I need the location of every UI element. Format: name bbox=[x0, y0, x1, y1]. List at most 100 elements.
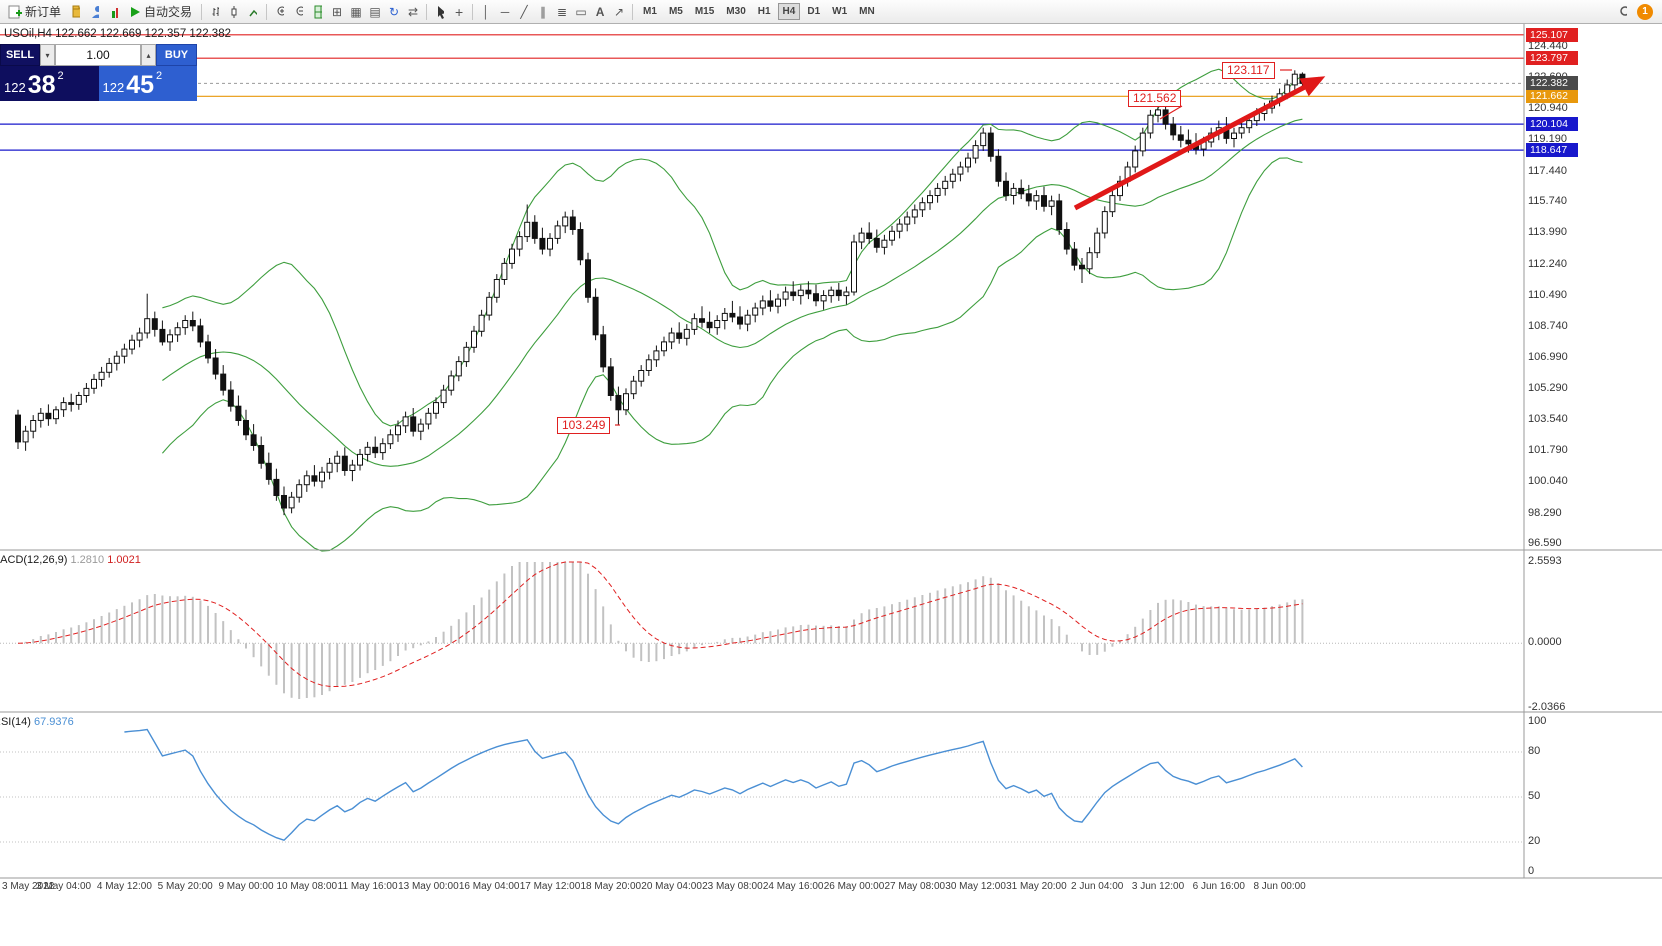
volume-decrease-button[interactable]: ▾ bbox=[40, 44, 55, 66]
price-axis-tick: 101.790 bbox=[1528, 444, 1568, 456]
new-chart-button[interactable]: ▤ bbox=[366, 2, 384, 22]
rsi-name: RSI(14) bbox=[0, 716, 31, 728]
chevron-down-icon: ▾ bbox=[45, 50, 50, 60]
cursor-icon bbox=[438, 5, 445, 19]
volume-increase-button[interactable]: ▴ bbox=[141, 44, 156, 66]
macd-axis-label: -2.0366 bbox=[1528, 701, 1566, 713]
chart-ohlc-header: USOil,H4 122.662 122.669 122.357 122.382 bbox=[4, 28, 231, 40]
toolbar-separator bbox=[426, 3, 428, 20]
zoom-in-button[interactable] bbox=[271, 2, 289, 22]
shapes-button[interactable]: ▭ bbox=[572, 2, 590, 22]
level-price-box: 120.104 bbox=[1526, 117, 1578, 132]
candlestick-icon bbox=[231, 5, 237, 18]
sell-price-display[interactable]: 122 38 2 bbox=[0, 66, 99, 101]
arrange-windows-button[interactable]: ▦ bbox=[347, 2, 365, 22]
channel-button[interactable]: ∥ bbox=[534, 2, 552, 22]
price-annotation[interactable]: 121.562 bbox=[1128, 90, 1182, 108]
price-axis-tick: 115.740 bbox=[1528, 195, 1567, 207]
auto-trading-button[interactable]: 自动交易 bbox=[124, 2, 197, 22]
tab-timeframe-w1[interactable]: W1 bbox=[827, 3, 852, 20]
macd-layer bbox=[0, 561, 1524, 699]
toolbar-separator bbox=[266, 3, 268, 20]
level-price-box: 123.797 bbox=[1526, 51, 1578, 66]
time-axis-label: 6 Jun 16:00 bbox=[1192, 881, 1245, 892]
chart-shift-icon: ⇄ bbox=[408, 4, 419, 19]
sell-price-sup: 2 bbox=[57, 70, 64, 82]
time-axis-label: 30 May 12:00 bbox=[945, 881, 1006, 892]
tab-timeframe-m15[interactable]: M15 bbox=[690, 3, 719, 20]
crosshair-button[interactable]: + bbox=[450, 2, 468, 22]
tab-timeframe-h1[interactable]: H1 bbox=[753, 3, 776, 20]
strategy-tester-button[interactable] bbox=[105, 2, 123, 22]
search-button[interactable] bbox=[1614, 2, 1632, 22]
new-order-button[interactable]: 新订单 bbox=[3, 2, 66, 22]
text-tool-icon: A bbox=[595, 4, 605, 19]
macd-axis-label: 2.5593 bbox=[1528, 555, 1562, 567]
tab-timeframe-m5[interactable]: M5 bbox=[664, 3, 688, 20]
rsi-value: 67.9376 bbox=[33, 716, 74, 728]
time-axis-label: 26 May 00:00 bbox=[823, 881, 885, 892]
price-axis-tick: 98.290 bbox=[1528, 506, 1562, 519]
macd-axis-label: 0.0000 bbox=[1528, 636, 1562, 649]
order-prices-row: 122 38 2 122 45 2 bbox=[0, 66, 197, 101]
tile-windows-button[interactable] bbox=[309, 2, 327, 22]
chart-shift-button[interactable]: ⇄ bbox=[404, 2, 422, 22]
arrows-tool-button[interactable]: ↗ bbox=[610, 2, 628, 22]
price-annotation[interactable]: 123.117 bbox=[1222, 62, 1275, 80]
price-axis-tick: 106.990 bbox=[1528, 351, 1568, 364]
level-price-box: 121.662 bbox=[1526, 89, 1578, 104]
text-tool-button[interactable]: A bbox=[591, 2, 609, 22]
arrows-tool-icon: ↗ bbox=[614, 4, 625, 19]
macd-signal-value: 1.0021 bbox=[107, 554, 141, 566]
buy-price-sup: 2 bbox=[156, 70, 163, 82]
tab-timeframe-mn[interactable]: MN bbox=[854, 3, 880, 20]
vertical-line-button[interactable]: │ bbox=[477, 2, 495, 22]
trendline-button[interactable]: ╱ bbox=[515, 2, 533, 22]
new-order-label: 新订单 bbox=[25, 5, 62, 19]
rsi-axis-label: 80 bbox=[1528, 745, 1541, 757]
zoom-out-icon bbox=[296, 6, 304, 15]
market-watch-icon bbox=[92, 5, 100, 18]
bar-chart-button[interactable] bbox=[206, 2, 224, 22]
macd-value: 1.2810 bbox=[70, 554, 105, 566]
tab-timeframe-m30[interactable]: M30 bbox=[721, 3, 750, 20]
cascade-windows-button[interactable]: ⊞ bbox=[328, 2, 346, 22]
tab-timeframe-m1[interactable]: M1 bbox=[638, 3, 662, 20]
level-price-box: 125.107 bbox=[1526, 27, 1578, 42]
price-axis-tick: 117.440 bbox=[1528, 164, 1567, 177]
time-axis-label: 8 Jun 00:00 bbox=[1253, 881, 1306, 892]
zoom-out-button[interactable] bbox=[290, 2, 308, 22]
tab-timeframe-d1[interactable]: D1 bbox=[802, 3, 825, 20]
time-axis-label: 3 Jun 12:00 bbox=[1131, 881, 1185, 892]
price-annotation[interactable]: 103.249 bbox=[557, 417, 611, 434]
macd-name: MACD(12,26,9) bbox=[0, 554, 68, 566]
market-watch-button[interactable] bbox=[86, 2, 104, 22]
cursor-button[interactable] bbox=[431, 2, 449, 22]
volume-input[interactable] bbox=[55, 44, 141, 66]
refresh-button[interactable]: ↻ bbox=[385, 2, 403, 22]
line-chart-button[interactable] bbox=[244, 2, 262, 22]
rsi-axis-label: 100 bbox=[1528, 715, 1547, 727]
sell-button[interactable]: SELL bbox=[0, 44, 40, 66]
buy-price-pips: 45 bbox=[126, 71, 155, 99]
order-controls-row: SELL ▾ ▴ BUY bbox=[0, 44, 197, 66]
tab-timeframe-h4[interactable]: H4 bbox=[777, 3, 801, 20]
notification-badge[interactable]: 1 bbox=[1637, 3, 1653, 20]
price-axis-tick: 124.440 bbox=[1528, 39, 1568, 52]
time-axis-label: 5 May 20:00 bbox=[157, 881, 213, 892]
buy-button[interactable]: BUY bbox=[156, 44, 197, 66]
horizontal-line-button[interactable]: ─ bbox=[496, 2, 514, 22]
level-price-box: 118.647 bbox=[1526, 143, 1578, 158]
bar-chart-icon bbox=[212, 6, 220, 16]
rsi-layer bbox=[0, 728, 1524, 843]
time-axis-label: 3 May 2022 bbox=[2, 881, 55, 892]
price-axis-tick: 96.590 bbox=[1528, 536, 1562, 549]
charts-profile-icon[interactable] bbox=[67, 2, 85, 22]
buy-price-display[interactable]: 122 45 2 bbox=[98, 66, 197, 101]
time-axis-label: 13 May 00:00 bbox=[398, 881, 459, 892]
candlestick-chart-button[interactable] bbox=[225, 2, 243, 22]
time-axis-label: 31 May 20:00 bbox=[1006, 881, 1067, 892]
fibonacci-button[interactable]: ≣ bbox=[553, 2, 571, 22]
equidistant-channel-icon: ∥ bbox=[540, 4, 547, 19]
